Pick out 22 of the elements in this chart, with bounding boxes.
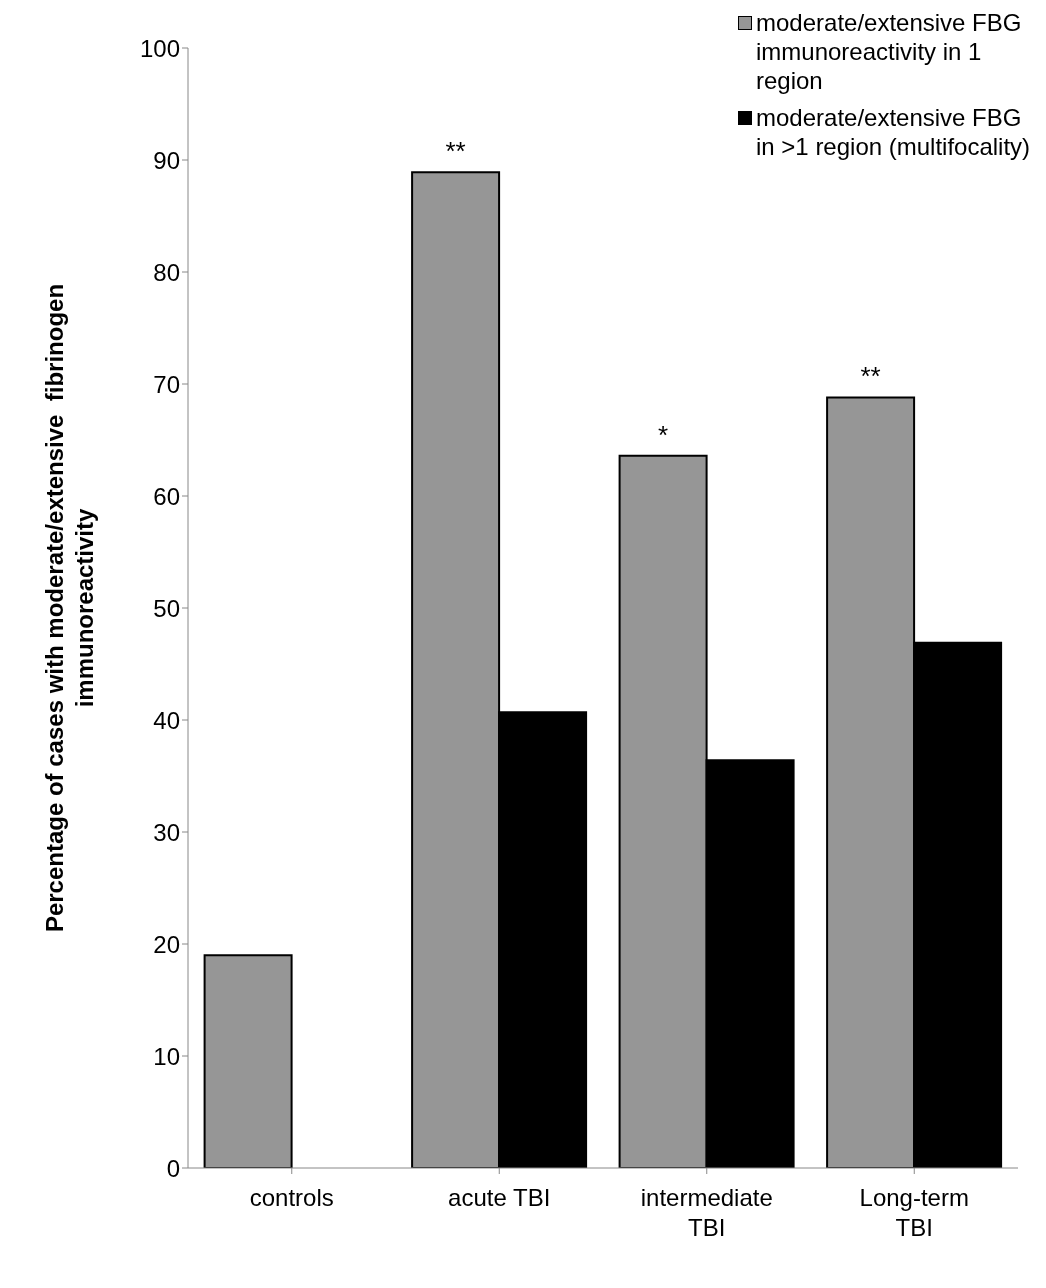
- legend-label: moderate/extensive FBG immunoreactivity in 1 region: [756, 8, 1023, 95]
- y-tick-label: 60: [153, 482, 180, 510]
- y-tick-label: 80: [153, 258, 180, 286]
- x-tick-label: Long-term TBI: [859, 1184, 969, 1241]
- x-tick-label: controls: [249, 1184, 334, 1211]
- y-tick-label: 50: [153, 594, 180, 622]
- bar: [203, 954, 293, 1168]
- y-tick-label: 90: [153, 146, 180, 174]
- annotation: **: [445, 136, 466, 167]
- y-tick-label: 10: [153, 1042, 180, 1070]
- x-tick-label: acute TBI: [448, 1184, 551, 1211]
- annotation: **: [860, 361, 881, 392]
- x-tick-label: intermediate TBI: [640, 1184, 773, 1241]
- y-axis-title: Percentage of cases with moderate/extensive fibrinogen immunoreactivity: [41, 283, 98, 933]
- y-tick-label: 30: [153, 818, 180, 846]
- annotation: *: [658, 419, 669, 450]
- y-tick-label: 0: [166, 1154, 180, 1182]
- y-tick-label: 70: [153, 370, 180, 398]
- y-tick-label: 100: [139, 34, 180, 62]
- y-tick-label: 40: [153, 706, 180, 734]
- y-tick-label: 20: [153, 930, 180, 958]
- legend-label: moderate/extensive FBG in >1 region (multifocality): [756, 103, 1032, 161]
